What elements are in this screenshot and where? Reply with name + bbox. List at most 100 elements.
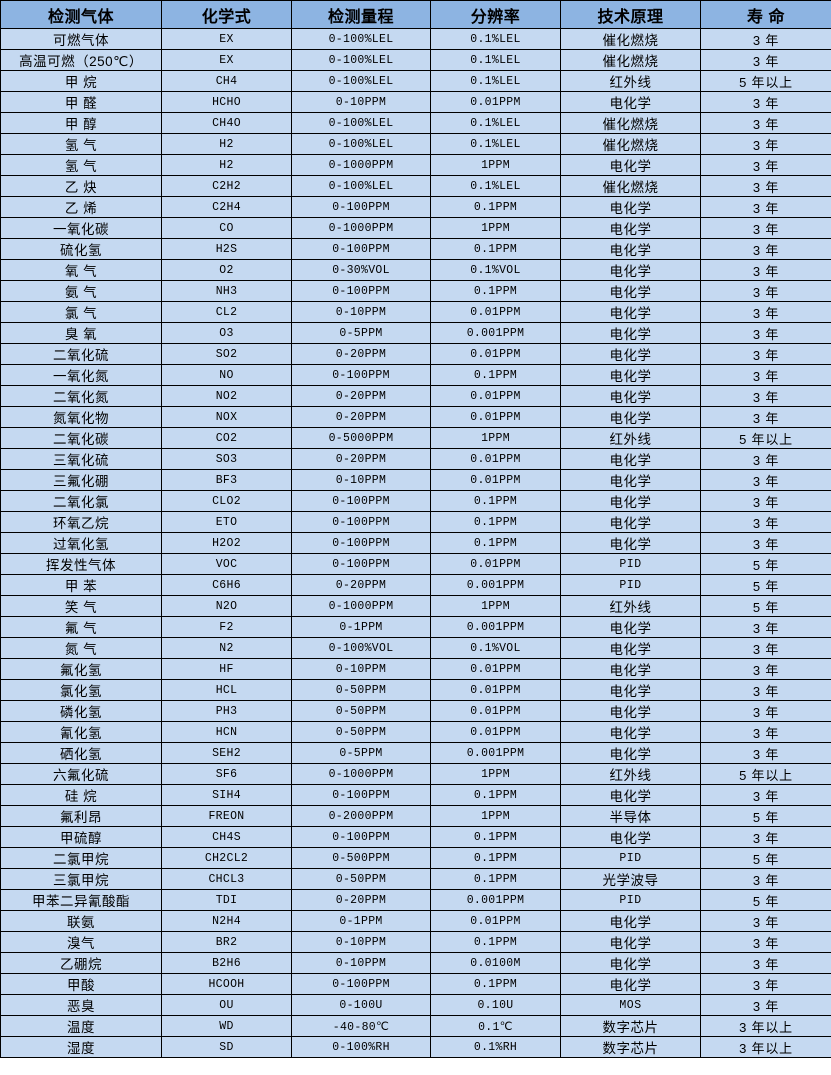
cell-principle: 电化学 — [560, 196, 701, 218]
column-header-gas: 检测气体 — [0, 0, 162, 29]
cell-life: 3 年 — [700, 175, 831, 197]
cell-formula: VOC — [161, 553, 292, 575]
cell-range: 0-30%VOL — [291, 259, 431, 281]
cell-gas: 恶臭 — [0, 994, 162, 1016]
cell-resolution: 1PPM — [430, 595, 561, 617]
cell-resolution: 0.001PPM — [430, 616, 561, 638]
cell-life: 3 年 — [700, 490, 831, 512]
cell-range: 0-50PPM — [291, 721, 431, 743]
table-row: 硫化氢 H2S 0-100PPM 0.1PPM 电化学 3 年 — [0, 238, 831, 260]
cell-formula: NO2 — [161, 385, 292, 407]
table-row: 温度 WD -40-80℃ 0.1℃ 数字芯片 3 年以上 — [0, 1015, 831, 1037]
cell-principle: 电化学 — [560, 301, 701, 323]
cell-life: 3 年 — [700, 238, 831, 260]
cell-life: 3 年 — [700, 322, 831, 344]
cell-range: 0-100PPM — [291, 490, 431, 512]
cell-life: 3 年 — [700, 469, 831, 491]
cell-principle: 电化学 — [560, 511, 701, 533]
cell-resolution: 0.1%RH — [430, 1036, 561, 1058]
cell-principle: 电化学 — [560, 637, 701, 659]
cell-principle: 电化学 — [560, 91, 701, 113]
cell-resolution: 0.001PPM — [430, 574, 561, 596]
table-row: 一氧化氮 NO 0-100PPM 0.1PPM 电化学 3 年 — [0, 364, 831, 386]
cell-resolution: 0.01PPM — [430, 301, 561, 323]
table-row: 甲 烷 CH4 0-100%LEL 0.1%LEL 红外线 5 年以上 — [0, 70, 831, 92]
cell-formula: OU — [161, 994, 292, 1016]
cell-range: 0-1000PPM — [291, 763, 431, 785]
cell-formula: N2O — [161, 595, 292, 617]
table-row: 氯 气 CL2 0-10PPM 0.01PPM 电化学 3 年 — [0, 301, 831, 323]
cell-principle: 催化燃烧 — [560, 49, 701, 71]
cell-formula: ETO — [161, 511, 292, 533]
cell-principle: 电化学 — [560, 385, 701, 407]
cell-range: 0-10PPM — [291, 91, 431, 113]
cell-life: 3 年 — [700, 217, 831, 239]
cell-principle: PID — [560, 889, 701, 911]
cell-range: 0-100PPM — [291, 553, 431, 575]
cell-gas: 过氧化氢 — [0, 532, 162, 554]
cell-gas: 二氧化氮 — [0, 385, 162, 407]
table-row: 甲酸 HCOOH 0-100PPM 0.1PPM 电化学 3 年 — [0, 973, 831, 995]
cell-formula: CH4S — [161, 826, 292, 848]
table-row: 甲苯二异氰酸酯 TDI 0-20PPM 0.001PPM PID 5 年 — [0, 889, 831, 911]
cell-life: 3 年 — [700, 28, 831, 50]
table-row: 高温可燃（250℃） EX 0-100%LEL 0.1%LEL 催化燃烧 3 年 — [0, 49, 831, 71]
cell-gas: 三氧化硫 — [0, 448, 162, 470]
cell-life: 3 年 — [700, 616, 831, 638]
cell-principle: 电化学 — [560, 826, 701, 848]
table-row: 氰化氢 HCN 0-50PPM 0.01PPM 电化学 3 年 — [0, 721, 831, 743]
cell-gas: 甲苯二异氰酸酯 — [0, 889, 162, 911]
cell-range: 0-100PPM — [291, 238, 431, 260]
cell-life: 3 年 — [700, 973, 831, 995]
cell-resolution: 0.1%LEL — [430, 133, 561, 155]
cell-range: 0-20PPM — [291, 406, 431, 428]
cell-principle: 电化学 — [560, 910, 701, 932]
table-row: 可燃气体 EX 0-100%LEL 0.1%LEL 催化燃烧 3 年 — [0, 28, 831, 50]
cell-life: 3 年 — [700, 742, 831, 764]
cell-resolution: 0.01PPM — [430, 343, 561, 365]
cell-principle: 电化学 — [560, 679, 701, 701]
cell-gas: 温度 — [0, 1015, 162, 1037]
cell-principle: 电化学 — [560, 973, 701, 995]
column-header-formula: 化学式 — [161, 0, 292, 29]
cell-resolution: 0.1%LEL — [430, 49, 561, 71]
cell-gas: 硒化氢 — [0, 742, 162, 764]
cell-gas: 二氧化硫 — [0, 343, 162, 365]
cell-resolution: 0.1PPM — [430, 931, 561, 953]
table-row: 二氧化硫 SO2 0-20PPM 0.01PPM 电化学 3 年 — [0, 343, 831, 365]
cell-principle: 电化学 — [560, 658, 701, 680]
cell-principle: 电化学 — [560, 259, 701, 281]
cell-formula: NO — [161, 364, 292, 386]
cell-formula: H2 — [161, 154, 292, 176]
table-row: 氟利昂 FREON 0-2000PPM 1PPM 半导体 5 年 — [0, 805, 831, 827]
cell-life: 3 年 — [700, 679, 831, 701]
cell-principle: PID — [560, 553, 701, 575]
cell-resolution: 0.1PPM — [430, 196, 561, 218]
table-row: 甲 醛 HCHO 0-10PPM 0.01PPM 电化学 3 年 — [0, 91, 831, 113]
cell-life: 3 年 — [700, 931, 831, 953]
cell-formula: O3 — [161, 322, 292, 344]
cell-formula: H2 — [161, 133, 292, 155]
cell-principle: PID — [560, 574, 701, 596]
table-row: 二氧化氯 CLO2 0-100PPM 0.1PPM 电化学 3 年 — [0, 490, 831, 512]
cell-life: 5 年以上 — [700, 70, 831, 92]
cell-gas: 六氟化硫 — [0, 763, 162, 785]
cell-resolution: 0.1PPM — [430, 826, 561, 848]
cell-principle: 红外线 — [560, 70, 701, 92]
table-row: 溴气 BR2 0-10PPM 0.1PPM 电化学 3 年 — [0, 931, 831, 953]
cell-formula: HF — [161, 658, 292, 680]
cell-gas: 氮 气 — [0, 637, 162, 659]
cell-gas: 高温可燃（250℃） — [0, 49, 162, 71]
cell-range: 0-1PPM — [291, 616, 431, 638]
cell-gas: 氟利昂 — [0, 805, 162, 827]
cell-principle: 光学波导 — [560, 868, 701, 890]
cell-range: 0-10PPM — [291, 469, 431, 491]
cell-principle: MOS — [560, 994, 701, 1016]
table-row: 乙 烯 C2H4 0-100PPM 0.1PPM 电化学 3 年 — [0, 196, 831, 218]
cell-life: 5 年 — [700, 574, 831, 596]
cell-range: 0-100PPM — [291, 196, 431, 218]
cell-resolution: 0.01PPM — [430, 910, 561, 932]
cell-formula: SO3 — [161, 448, 292, 470]
table-row: 甲硫醇 CH4S 0-100PPM 0.1PPM 电化学 3 年 — [0, 826, 831, 848]
cell-range: 0-5000PPM — [291, 427, 431, 449]
